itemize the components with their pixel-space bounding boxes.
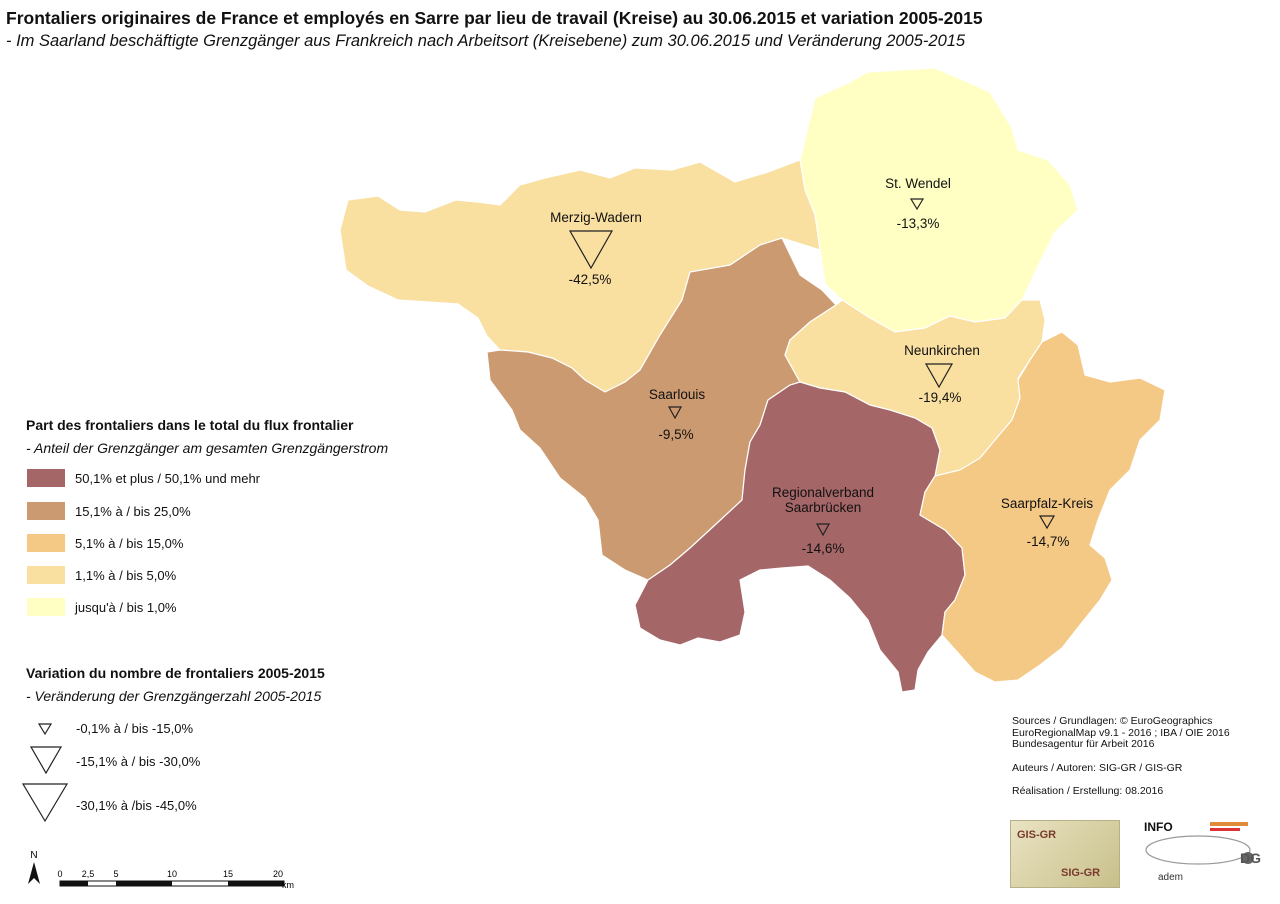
scale-tick: 5 <box>113 869 118 879</box>
scale-tick: 0 <box>57 869 62 879</box>
change-merzig-wadern: -42,5% <box>569 272 612 287</box>
sources-block: Sources / Grundlagen: © EuroGeographics … <box>1012 715 1230 798</box>
change-saarpfalz-kreis: -14,7% <box>1027 534 1070 549</box>
authors-line: Auteurs / Autoren: SIG-GR / GIS-GR <box>1012 761 1183 774</box>
legend-share-item: 50,1% et plus / 50,1% und mehr <box>26 468 260 488</box>
sources-line: Sources / Grundlagen: © EuroGeographics <box>1012 715 1213 727</box>
label-st-wendel: St. Wendel <box>885 176 951 191</box>
partner-logo-graphic <box>1145 822 1254 865</box>
legend-label: 50,1% et plus / 50,1% und mehr <box>75 470 261 486</box>
legend-share-item: 5,1% à / bis 15,0% <box>26 533 183 553</box>
legend-swatch <box>26 597 66 617</box>
legend-swatch <box>26 468 66 488</box>
legend-share-item: jusqu'à / bis 1,0% <box>26 597 177 617</box>
triangle-medium-icon <box>924 363 954 389</box>
gis-gr-logo: GIS-GR SIG-GR <box>1010 820 1120 888</box>
dg-logo-text: DG <box>1240 850 1261 866</box>
adem-logo-text: adem <box>1158 872 1184 883</box>
map-title: Frontaliers originaires de France et emp… <box>6 8 983 28</box>
triangle-small-icon <box>815 523 831 537</box>
scale-bar <box>59 880 285 887</box>
map-subtitle: - Im Saarland beschäftigte Grenzgänger a… <box>6 32 966 50</box>
sources-line: Bundesagentur für Arbeit 2016 <box>1012 738 1155 750</box>
scale-unit: km <box>282 880 294 890</box>
region-saarpfalz-kreis[interactable] <box>919 331 1166 683</box>
triangle-large-icon <box>568 230 614 270</box>
legend-label: 1,1% à / bis 5,0% <box>75 567 177 583</box>
triangle-small-icon <box>667 406 683 420</box>
legend-triangle-medium-icon <box>29 746 63 775</box>
legend-triangle-large-icon <box>21 783 69 823</box>
change-regionalverband-saarbruecken: -14,6% <box>802 541 845 556</box>
change-neunkirchen: -19,4% <box>919 390 962 405</box>
legend-change-title: Variation du nombre de frontaliers 2005-… <box>26 665 325 681</box>
label-saarlouis: Saarlouis <box>649 387 706 402</box>
region-st-wendel[interactable] <box>799 67 1079 333</box>
triangle-small-icon <box>909 198 925 211</box>
label-regionalverband: Regionalverband <box>772 485 874 500</box>
legend-swatch <box>26 533 66 553</box>
change-st-wendel: -13,3% <box>897 216 940 231</box>
legend-swatch <box>26 501 66 521</box>
legend-share-title: Part des frontaliers dans le total du fl… <box>26 417 354 433</box>
legend-label: 5,1% à / bis 15,0% <box>75 535 184 551</box>
legend-change-label: -0,1% à / bis -15,0% <box>76 721 194 736</box>
north-arrow-icon <box>28 862 40 884</box>
info-logo-text: INFO <box>1144 820 1173 834</box>
scale-tick: 20 <box>273 869 283 879</box>
legend-change-subtitle: - Veränderung der Grenzgängerzahl 2005-2… <box>26 688 322 704</box>
north-label: N <box>30 850 37 861</box>
legend-share-subtitle: - Anteil der Grenzgänger am gesamten Gre… <box>26 440 389 456</box>
legend-label: 15,1% à / bis 25,0% <box>75 503 191 519</box>
scale-tick: 2,5 <box>82 869 95 879</box>
scale-tick: 15 <box>223 869 233 879</box>
label-merzig-wadern: Merzig-Wadern <box>550 210 642 225</box>
legend-share-item: 1,1% à / bis 5,0% <box>26 565 176 585</box>
sources-line: EuroRegionalMap v9.1 - 2016 ; IBA / OIE … <box>1012 726 1230 739</box>
legend-change-label: -15,1% à / bis -30,0% <box>76 754 201 769</box>
realisation-line: Réalisation / Erstellung: 08.2016 <box>1012 785 1164 797</box>
partner-logos: INFO adem DG <box>1128 820 1268 886</box>
change-saarlouis: -9,5% <box>658 427 693 442</box>
label-saarbruecken: Saarbrücken <box>785 500 862 515</box>
label-neunkirchen: Neunkirchen <box>904 343 980 358</box>
legend-change-label: -30,1% à /bis -45,0% <box>76 798 197 813</box>
label-saarpfalz-kreis: Saarpfalz-Kreis <box>1001 496 1094 511</box>
legend-share-item: 15,1% à / bis 25,0% <box>26 501 191 521</box>
legend-triangle-small-icon <box>37 723 53 736</box>
scale-tick: 10 <box>167 869 177 879</box>
legend-swatch <box>26 565 66 585</box>
gis-logo-text: GIS-GR <box>1017 829 1057 841</box>
triangle-small-icon <box>1038 515 1056 530</box>
legend-label: jusqu'à / bis 1,0% <box>75 599 177 615</box>
sig-logo-text: SIG-GR <box>1061 867 1101 879</box>
